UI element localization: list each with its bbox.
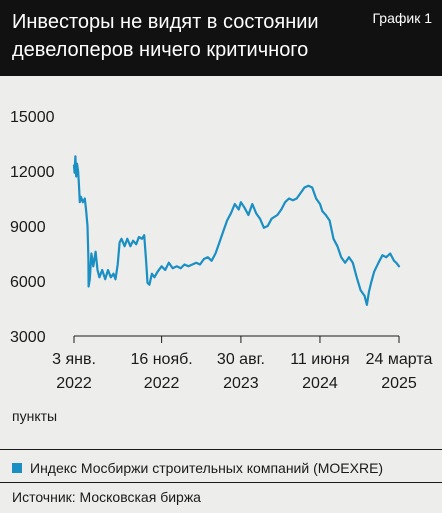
legend: Индекс Мосбиржи строительных компаний (M… [12, 460, 383, 476]
series-lines [72, 155, 401, 306]
chart-title: Инвесторы не видят в состоянии девелопер… [12, 11, 319, 61]
chart-number-label: График 1 [372, 10, 432, 26]
divider-bottom [0, 482, 442, 483]
x-tick-label: 3 янв. [52, 351, 96, 368]
unit-label: пункты [12, 408, 58, 424]
x-tick-year: 2025 [381, 375, 417, 392]
x-tick-label: 30 авг. [217, 351, 265, 368]
x-tick-year: 2022 [56, 375, 92, 392]
y-tick-label: 6000 [10, 274, 46, 291]
x-tick-year: 2024 [302, 375, 338, 392]
x-tick-year: 2023 [223, 375, 259, 392]
y-tick-label: 15000 [10, 109, 55, 126]
y-tick-label: 3000 [10, 329, 46, 346]
source-note: Источник: Московская биржа [12, 489, 201, 505]
series-line-moexre [72, 155, 401, 306]
x-tick-label: 11 июня [290, 351, 350, 368]
x-tick-label: 16 нояб. [130, 351, 192, 368]
divider-top [0, 449, 442, 450]
plot-area: 3000 6000 9000 12000 15000 3 янв. 2022 16 нояб… [10, 109, 433, 392]
legend-label: Индекс Мосбиржи строительных компаний (M… [30, 460, 384, 476]
header-bar: Инвесторы не видят в состоянии девелопер… [0, 0, 442, 76]
x-tick-label: 24 марта [366, 351, 433, 368]
x-tick-year: 2022 [144, 375, 180, 392]
x-axis: 3 янв. 2022 16 нояб. 2022 30 авг. 2023 11 июня… [52, 335, 433, 392]
legend-swatch [12, 463, 22, 473]
y-axis: 3000 6000 9000 12000 15000 [10, 109, 55, 346]
y-tick-label: 12000 [10, 164, 55, 181]
y-tick-label: 9000 [10, 219, 46, 236]
